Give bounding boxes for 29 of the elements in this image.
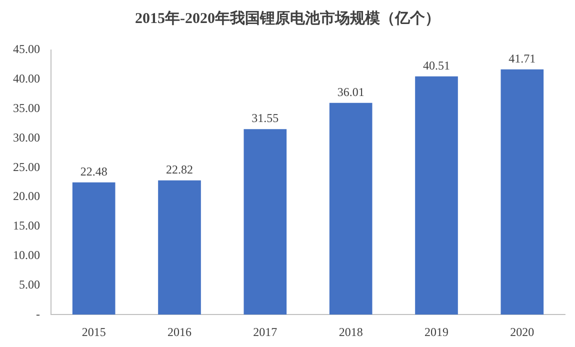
bar	[158, 180, 201, 315]
data-label: 22.48	[80, 164, 108, 179]
data-label: 31.55	[252, 111, 279, 126]
bar	[500, 69, 544, 315]
y-tick-label: -	[36, 306, 40, 321]
data-label: 40.51	[423, 58, 450, 73]
y-tick-label: 45.00	[13, 42, 40, 56]
data-label: 22.82	[166, 162, 193, 177]
bar	[329, 102, 372, 315]
bar	[72, 182, 116, 315]
x-tick-label: 2015	[82, 324, 106, 339]
data-label: 41.71	[508, 52, 536, 66]
y-tick-label: 40.00	[13, 72, 40, 86]
x-tick-label: 2020	[510, 324, 534, 339]
y-tick-label: 25.00	[13, 160, 40, 174]
y-tick-label: 20.00	[13, 189, 40, 204]
chart-title: 2015年-2020年我国锂原电池市场规模（亿个）	[135, 8, 440, 27]
x-tick-label: 2018	[338, 324, 363, 339]
x-tick-label: 2016	[168, 324, 192, 339]
y-tick-label: 30.00	[13, 130, 40, 144]
y-tick-label: 15.00	[13, 218, 40, 233]
y-tick-label: 10.00	[13, 248, 40, 262]
bar	[415, 76, 458, 315]
x-tick-label: 2017	[253, 324, 278, 339]
x-tick-label: 2019	[424, 324, 448, 339]
y-tick-label: 35.00	[13, 100, 40, 115]
data-label: 36.01	[337, 85, 364, 100]
bar	[244, 129, 287, 315]
y-tick-label: 5.00	[19, 277, 40, 292]
